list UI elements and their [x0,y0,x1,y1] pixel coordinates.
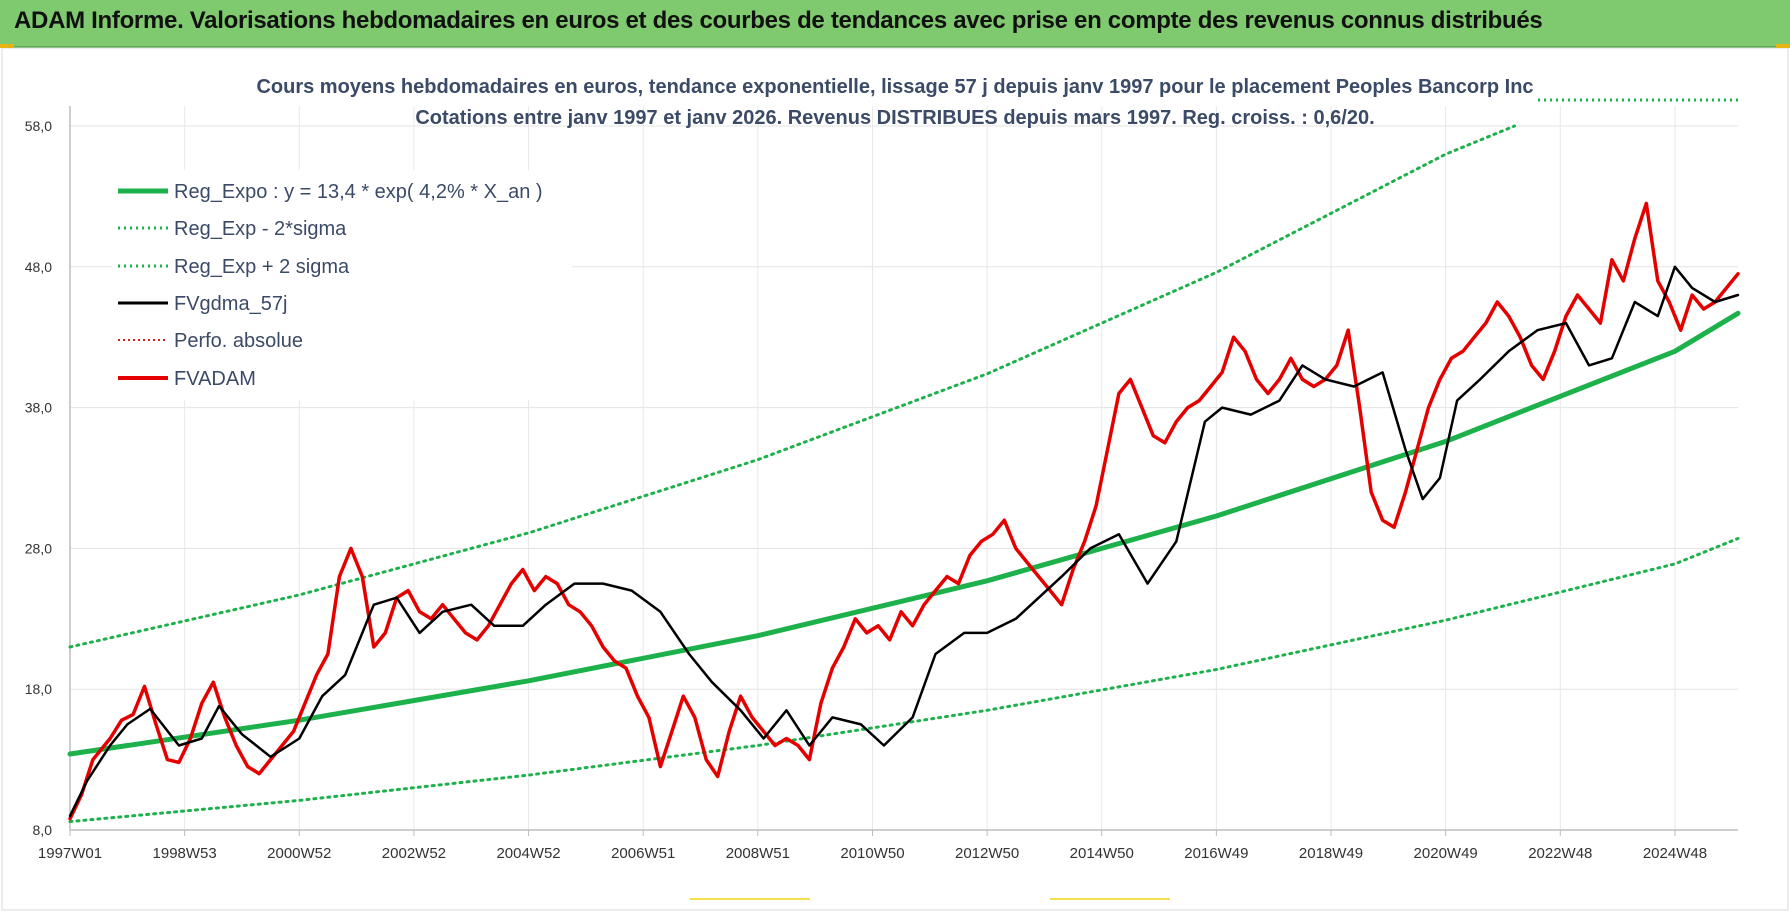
corner-mark-left [0,44,14,48]
legend-background [112,170,572,400]
legend-label-reg-exp-minus: Reg_Exp - 2*sigma [174,218,347,240]
x-tick-label: 2002W52 [382,845,446,862]
grid [69,106,1738,831]
y-tick-label: 8,0 [33,822,53,838]
y-axis: 8,0 18,0 28,0 38,0 48,0 58,0 [25,118,52,838]
chart-title-line2: Cotations entre janv 1997 et janv 2026. … [415,107,1374,129]
x-tick-label: 2024W48 [1643,845,1707,862]
legend-label-fvgdma: FVgdma_57j [174,293,287,315]
bottom-mark-1 [690,898,810,900]
legend-label-perfo: Perfo. absolue [174,330,303,352]
chart-border [1,47,1789,911]
legend-label-reg-expo: Reg_Expo : y = 13,4 * exp( 4,2% * X_an ) [174,181,543,203]
series-layer [67,124,1741,824]
x-tick-label: 2018W49 [1299,845,1363,862]
x-tick-label: 2010W50 [840,845,904,862]
x-tick-label: 1998W53 [153,845,217,862]
x-tick-label: 2020W49 [1414,845,1478,862]
series-line-0 [67,310,1741,757]
y-tick-label: 58,0 [25,118,52,134]
chart-title-line1: Cours moyens hebdomadaires en euros, ten… [256,76,1533,98]
x-tick-label: 2006W51 [611,845,675,862]
y-tick-label: 38,0 [25,400,52,416]
x-tick-label: 2008W51 [726,845,790,862]
x-tick-label: 2012W50 [955,845,1019,862]
y-tick-label: 48,0 [25,259,52,275]
corner-mark-right [1776,44,1790,48]
x-tick-label: 2022W48 [1528,845,1592,862]
y-tick-label: 28,0 [25,540,52,556]
legend: Reg_Expo : y = 13,4 * exp( 4,2% * X_an )… [112,170,572,400]
series-line-3 [68,265,1740,818]
legend-label-fvadam: FVADAM [174,368,256,390]
x-tick-label: 2000W52 [267,845,331,862]
x-tick-label: 1997W01 [38,845,102,862]
page-title: ADAM Informe. Valorisations hebdomadaire… [14,7,1543,34]
series-line-5 [68,201,1740,821]
series-line-1 [68,537,1740,824]
bottom-mark-2 [1050,898,1170,900]
legend-label-reg-exp-plus: Reg_Exp + 2 sigma [174,256,350,278]
x-tick-label: 2014W50 [1070,845,1134,862]
x-tick-label: 2016W49 [1184,845,1248,862]
header-banner: ADAM Informe. Valorisations hebdomadaire… [0,0,1790,48]
x-axis: 1997W01 1998W53 2000W52 2002W52 2004W52 2006W… [38,830,1707,862]
x-tick-label: 2004W52 [496,845,560,862]
y-tick-label: 18,0 [25,681,52,697]
